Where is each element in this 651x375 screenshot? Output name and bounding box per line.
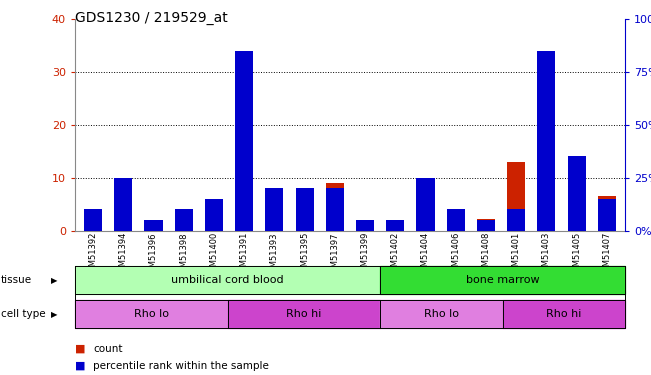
Text: bone marrow: bone marrow bbox=[466, 275, 540, 285]
Text: umbilical cord blood: umbilical cord blood bbox=[171, 275, 284, 285]
Text: cell type: cell type bbox=[1, 309, 46, 319]
Bar bbox=[84, 209, 102, 231]
Text: ▶: ▶ bbox=[51, 310, 57, 319]
Bar bbox=[537, 51, 555, 231]
Bar bbox=[114, 178, 132, 231]
Bar bbox=[568, 188, 586, 231]
Bar bbox=[326, 183, 344, 231]
Bar bbox=[356, 220, 374, 231]
Text: GDS1230 / 219529_at: GDS1230 / 219529_at bbox=[75, 11, 228, 25]
Bar bbox=[174, 209, 193, 231]
Bar bbox=[417, 196, 434, 231]
Bar bbox=[326, 188, 344, 231]
Bar bbox=[386, 224, 404, 231]
Text: percentile rank within the sample: percentile rank within the sample bbox=[93, 361, 269, 370]
Bar bbox=[235, 53, 253, 231]
Bar bbox=[447, 210, 465, 231]
Bar bbox=[417, 178, 434, 231]
Bar bbox=[265, 188, 283, 231]
Bar bbox=[386, 220, 404, 231]
Bar bbox=[174, 224, 193, 231]
Bar bbox=[477, 219, 495, 231]
Bar bbox=[205, 199, 223, 231]
Text: ■: ■ bbox=[75, 361, 85, 370]
Bar bbox=[296, 200, 314, 231]
Bar bbox=[598, 199, 616, 231]
Bar bbox=[296, 188, 314, 231]
Bar bbox=[145, 220, 163, 231]
Text: count: count bbox=[93, 344, 122, 354]
Bar bbox=[507, 209, 525, 231]
Text: Rho hi: Rho hi bbox=[546, 309, 581, 319]
Text: ▶: ▶ bbox=[51, 276, 57, 285]
Bar bbox=[114, 178, 132, 231]
Bar bbox=[507, 162, 525, 231]
Bar bbox=[265, 196, 283, 231]
Bar bbox=[568, 156, 586, 231]
Text: Rho hi: Rho hi bbox=[286, 309, 322, 319]
Bar bbox=[235, 51, 253, 231]
Bar bbox=[477, 220, 495, 231]
Text: ■: ■ bbox=[75, 344, 85, 354]
Bar bbox=[598, 196, 616, 231]
Bar bbox=[356, 221, 374, 231]
Bar bbox=[145, 221, 163, 231]
Text: tissue: tissue bbox=[1, 275, 32, 285]
Bar bbox=[84, 220, 102, 231]
Bar bbox=[447, 209, 465, 231]
Text: Rho lo: Rho lo bbox=[133, 309, 169, 319]
Text: Rho lo: Rho lo bbox=[424, 309, 459, 319]
Bar bbox=[537, 72, 555, 231]
Bar bbox=[205, 199, 223, 231]
